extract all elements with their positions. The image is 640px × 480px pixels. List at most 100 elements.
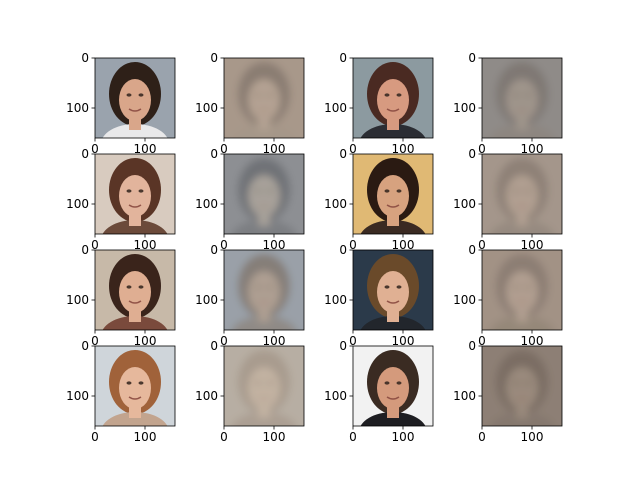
face-reconstruction bbox=[224, 58, 304, 138]
ytick-label: 100 bbox=[195, 389, 218, 403]
panel-r4-c2: 0 100 0 100 bbox=[195, 339, 305, 444]
ytick-label: 0 bbox=[468, 147, 476, 161]
ytick-label: 0 bbox=[81, 243, 89, 257]
axes-frame bbox=[352, 57, 434, 139]
panel-r3-c2: 0 100 0 100 bbox=[195, 243, 305, 348]
xtick-label: 0 bbox=[349, 334, 357, 348]
ytick-label: 0 bbox=[339, 339, 347, 353]
face-photo bbox=[95, 154, 175, 234]
ytick-label: 100 bbox=[66, 101, 89, 115]
axes-frame bbox=[223, 249, 305, 331]
panel-r4-c4: 0 100 0 100 bbox=[453, 339, 563, 444]
xtick-label: 0 bbox=[220, 142, 228, 156]
xtick-label: 0 bbox=[220, 430, 228, 444]
axes-frame bbox=[352, 153, 434, 235]
ytick-label: 100 bbox=[324, 101, 347, 115]
axes-frame bbox=[94, 153, 176, 235]
xtick-label: 0 bbox=[91, 142, 99, 156]
ytick-label: 100 bbox=[453, 101, 476, 115]
ytick-label: 0 bbox=[468, 51, 476, 65]
xtick-label: 100 bbox=[392, 334, 415, 348]
xtick-label: 100 bbox=[521, 238, 544, 252]
xtick-label: 0 bbox=[349, 238, 357, 252]
xtick-label: 100 bbox=[392, 238, 415, 252]
ytick-label: 0 bbox=[81, 147, 89, 161]
xtick-label: 0 bbox=[220, 238, 228, 252]
xtick-label: 0 bbox=[349, 430, 357, 444]
axes-frame bbox=[481, 153, 563, 235]
ytick-label: 100 bbox=[195, 101, 218, 115]
ytick-label: 0 bbox=[339, 51, 347, 65]
face-photo bbox=[353, 58, 433, 138]
xtick-label: 0 bbox=[478, 334, 486, 348]
axes-frame bbox=[94, 249, 176, 331]
axes-frame bbox=[481, 57, 563, 139]
face-photo bbox=[353, 154, 433, 234]
panel-r4-c3: 0 100 0 100 bbox=[324, 339, 434, 444]
ytick-label: 100 bbox=[66, 293, 89, 307]
xtick-label: 100 bbox=[521, 142, 544, 156]
panel-r2-c4: 0 100 0 100 bbox=[453, 147, 563, 252]
panel-r2-c3: 0 100 0 100 bbox=[324, 147, 434, 252]
ytick-label: 100 bbox=[66, 389, 89, 403]
face-reconstruction bbox=[482, 154, 562, 234]
xtick-label: 0 bbox=[91, 334, 99, 348]
panel-r3-c1: 0 100 0 100 bbox=[66, 243, 176, 348]
xtick-label: 100 bbox=[263, 430, 286, 444]
face-reconstruction bbox=[224, 154, 304, 234]
xtick-label: 100 bbox=[392, 430, 415, 444]
face-reconstruction bbox=[482, 346, 562, 426]
panel-r2-c1: 0 100 0 100 bbox=[66, 147, 176, 252]
ytick-label: 100 bbox=[453, 389, 476, 403]
xtick-label: 100 bbox=[134, 334, 157, 348]
axes-frame bbox=[94, 57, 176, 139]
ytick-label: 100 bbox=[324, 197, 347, 211]
axes-frame bbox=[94, 345, 176, 427]
ytick-label: 100 bbox=[195, 293, 218, 307]
axes-frame bbox=[481, 345, 563, 427]
ytick-label: 0 bbox=[81, 339, 89, 353]
image-grid: 0 100 0 100 0 100 0 100 0 100 0 100 0 100 0 100 0 100 0 100… bbox=[66, 51, 563, 444]
face-reconstruction bbox=[482, 58, 562, 138]
xtick-label: 100 bbox=[263, 142, 286, 156]
ytick-label: 0 bbox=[339, 243, 347, 257]
xtick-label: 0 bbox=[478, 430, 486, 444]
face-photo bbox=[95, 346, 175, 426]
axes-frame bbox=[223, 153, 305, 235]
xtick-label: 0 bbox=[91, 238, 99, 252]
ytick-label: 0 bbox=[468, 339, 476, 353]
xtick-label: 100 bbox=[134, 142, 157, 156]
panel-r1-c2: 0 100 0 100 bbox=[195, 51, 305, 156]
panel-r1-c3: 0 100 0 100 bbox=[324, 51, 434, 156]
ytick-label: 0 bbox=[339, 147, 347, 161]
panel-r1-c4: 0 100 0 100 bbox=[453, 51, 563, 156]
xtick-label: 100 bbox=[263, 334, 286, 348]
face-photo bbox=[95, 58, 175, 138]
ytick-label: 0 bbox=[210, 339, 218, 353]
xtick-label: 0 bbox=[220, 334, 228, 348]
face-photo bbox=[95, 250, 175, 330]
ytick-label: 0 bbox=[468, 243, 476, 257]
ytick-label: 100 bbox=[66, 197, 89, 211]
ytick-label: 100 bbox=[324, 293, 347, 307]
face-reconstruction bbox=[224, 346, 304, 426]
panel-r1-c1: 0 100 0 100 bbox=[66, 51, 176, 156]
ytick-label: 100 bbox=[453, 293, 476, 307]
axes-frame bbox=[223, 57, 305, 139]
ytick-label: 0 bbox=[210, 147, 218, 161]
ytick-label: 0 bbox=[210, 243, 218, 257]
panel-r3-c3: 0 100 0 100 bbox=[324, 243, 434, 348]
axes-frame bbox=[352, 249, 434, 331]
ytick-label: 100 bbox=[453, 197, 476, 211]
axes-frame bbox=[352, 345, 434, 427]
xtick-label: 100 bbox=[521, 334, 544, 348]
xtick-label: 100 bbox=[134, 430, 157, 444]
face-photo bbox=[353, 346, 433, 426]
axes-frame bbox=[223, 345, 305, 427]
panel-r2-c2: 0 100 0 100 bbox=[195, 147, 305, 252]
panel-r3-c4: 0 100 0 100 bbox=[453, 243, 563, 348]
xtick-label: 100 bbox=[263, 238, 286, 252]
xtick-label: 100 bbox=[521, 430, 544, 444]
face-reconstruction bbox=[224, 250, 304, 330]
face-reconstruction bbox=[482, 250, 562, 330]
